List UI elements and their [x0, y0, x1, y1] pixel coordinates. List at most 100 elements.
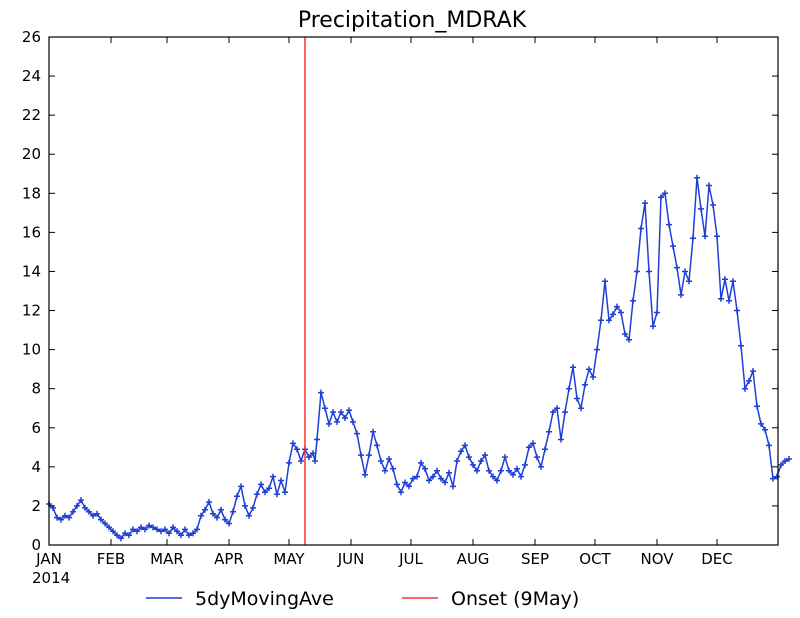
data-point: [314, 436, 320, 443]
data-point: [754, 403, 760, 410]
data-point: [98, 516, 104, 523]
data-point: [426, 477, 432, 484]
data-point: [658, 194, 664, 201]
data-point: [634, 268, 640, 275]
data-point: [258, 481, 264, 488]
data-point: [166, 530, 172, 537]
data-point: [406, 483, 412, 490]
data-point: [434, 467, 440, 474]
data-point: [174, 528, 180, 535]
data-point: [114, 532, 120, 539]
y-tick-label: 0: [31, 536, 41, 554]
data-point: [142, 526, 148, 533]
data-point: [266, 485, 272, 492]
data-point: [418, 459, 424, 466]
legend: 5dyMovingAve Onset (9May): [146, 588, 579, 610]
data-point: [534, 454, 540, 461]
data-point: [214, 514, 220, 521]
y-tick-label: 18: [22, 184, 41, 202]
data-point: [234, 493, 240, 500]
data-point: [226, 520, 232, 527]
y-tick-label: 4: [31, 458, 41, 476]
data-point: [182, 526, 188, 533]
data-point: [82, 504, 88, 511]
data-point: [570, 364, 576, 371]
data-point: [362, 471, 368, 478]
legend-label-onset: Onset (9May): [451, 588, 579, 610]
data-point: [578, 405, 584, 412]
data-point: [414, 473, 420, 480]
data-point: [122, 530, 128, 537]
data-point: [654, 309, 660, 316]
data-point: [710, 202, 716, 208]
data-point: [306, 454, 312, 461]
data-point: [694, 174, 700, 181]
data-point: [774, 473, 780, 480]
data-point: [338, 409, 344, 416]
data-point: [670, 243, 676, 250]
data-point: [246, 512, 252, 519]
data-point: [222, 516, 228, 523]
data-point: [734, 307, 740, 314]
data-point: [110, 528, 116, 535]
data-point: [150, 524, 156, 531]
x-tick-label: MAR: [150, 550, 184, 568]
data-point: [714, 233, 720, 240]
data-point: [626, 336, 632, 343]
data-point: [474, 467, 480, 474]
x-tick-label: JUN: [337, 550, 365, 568]
data-point: [102, 520, 108, 527]
data-point: [782, 458, 788, 464]
data-point: [502, 454, 508, 461]
data-point: [618, 309, 624, 316]
data-point: [574, 395, 580, 402]
data-point: [558, 436, 564, 443]
data-point: [674, 264, 680, 271]
data-point: [218, 506, 224, 513]
data-point: [590, 374, 596, 380]
data-point: [126, 532, 132, 539]
data-point: [378, 458, 384, 464]
data-point: [254, 491, 260, 498]
data-point: [762, 426, 768, 433]
x-tick-sublabel: 2014: [32, 569, 70, 587]
data-point: [194, 526, 200, 533]
data-point: [318, 389, 324, 396]
data-point: [382, 467, 388, 474]
series-0: [46, 174, 792, 542]
data-point: [242, 502, 248, 509]
data-point: [342, 415, 348, 421]
y-tick-label: 16: [22, 223, 41, 241]
data-point: [566, 385, 572, 392]
data-point: [622, 331, 628, 337]
data-point: [518, 473, 524, 480]
data-point: [610, 311, 616, 318]
data-point: [638, 225, 644, 232]
data-point: [94, 510, 100, 517]
y-tick-label: 8: [31, 380, 41, 398]
data-point: [494, 477, 500, 484]
data-point: [138, 524, 144, 531]
data-point: [386, 456, 392, 462]
y-tick-label: 12: [22, 302, 41, 320]
x-tick-label: DEC: [701, 550, 733, 568]
data-point: [210, 510, 216, 517]
data-point: [462, 442, 468, 449]
data-point: [270, 473, 276, 480]
data-point: [678, 291, 684, 298]
data-point: [758, 420, 764, 427]
data-point: [410, 475, 416, 482]
x-tick-label: FEB: [97, 550, 125, 568]
data-point: [398, 489, 404, 496]
data-point: [198, 512, 204, 519]
data-point: [402, 479, 408, 486]
data-point: [286, 459, 292, 466]
data-point: [202, 506, 208, 513]
data-point: [514, 465, 520, 472]
data-point: [522, 461, 528, 468]
data-point: [86, 508, 92, 515]
data-point: [262, 489, 268, 496]
data-point: [282, 489, 288, 496]
data-point: [290, 440, 296, 447]
data-point: [490, 473, 496, 480]
